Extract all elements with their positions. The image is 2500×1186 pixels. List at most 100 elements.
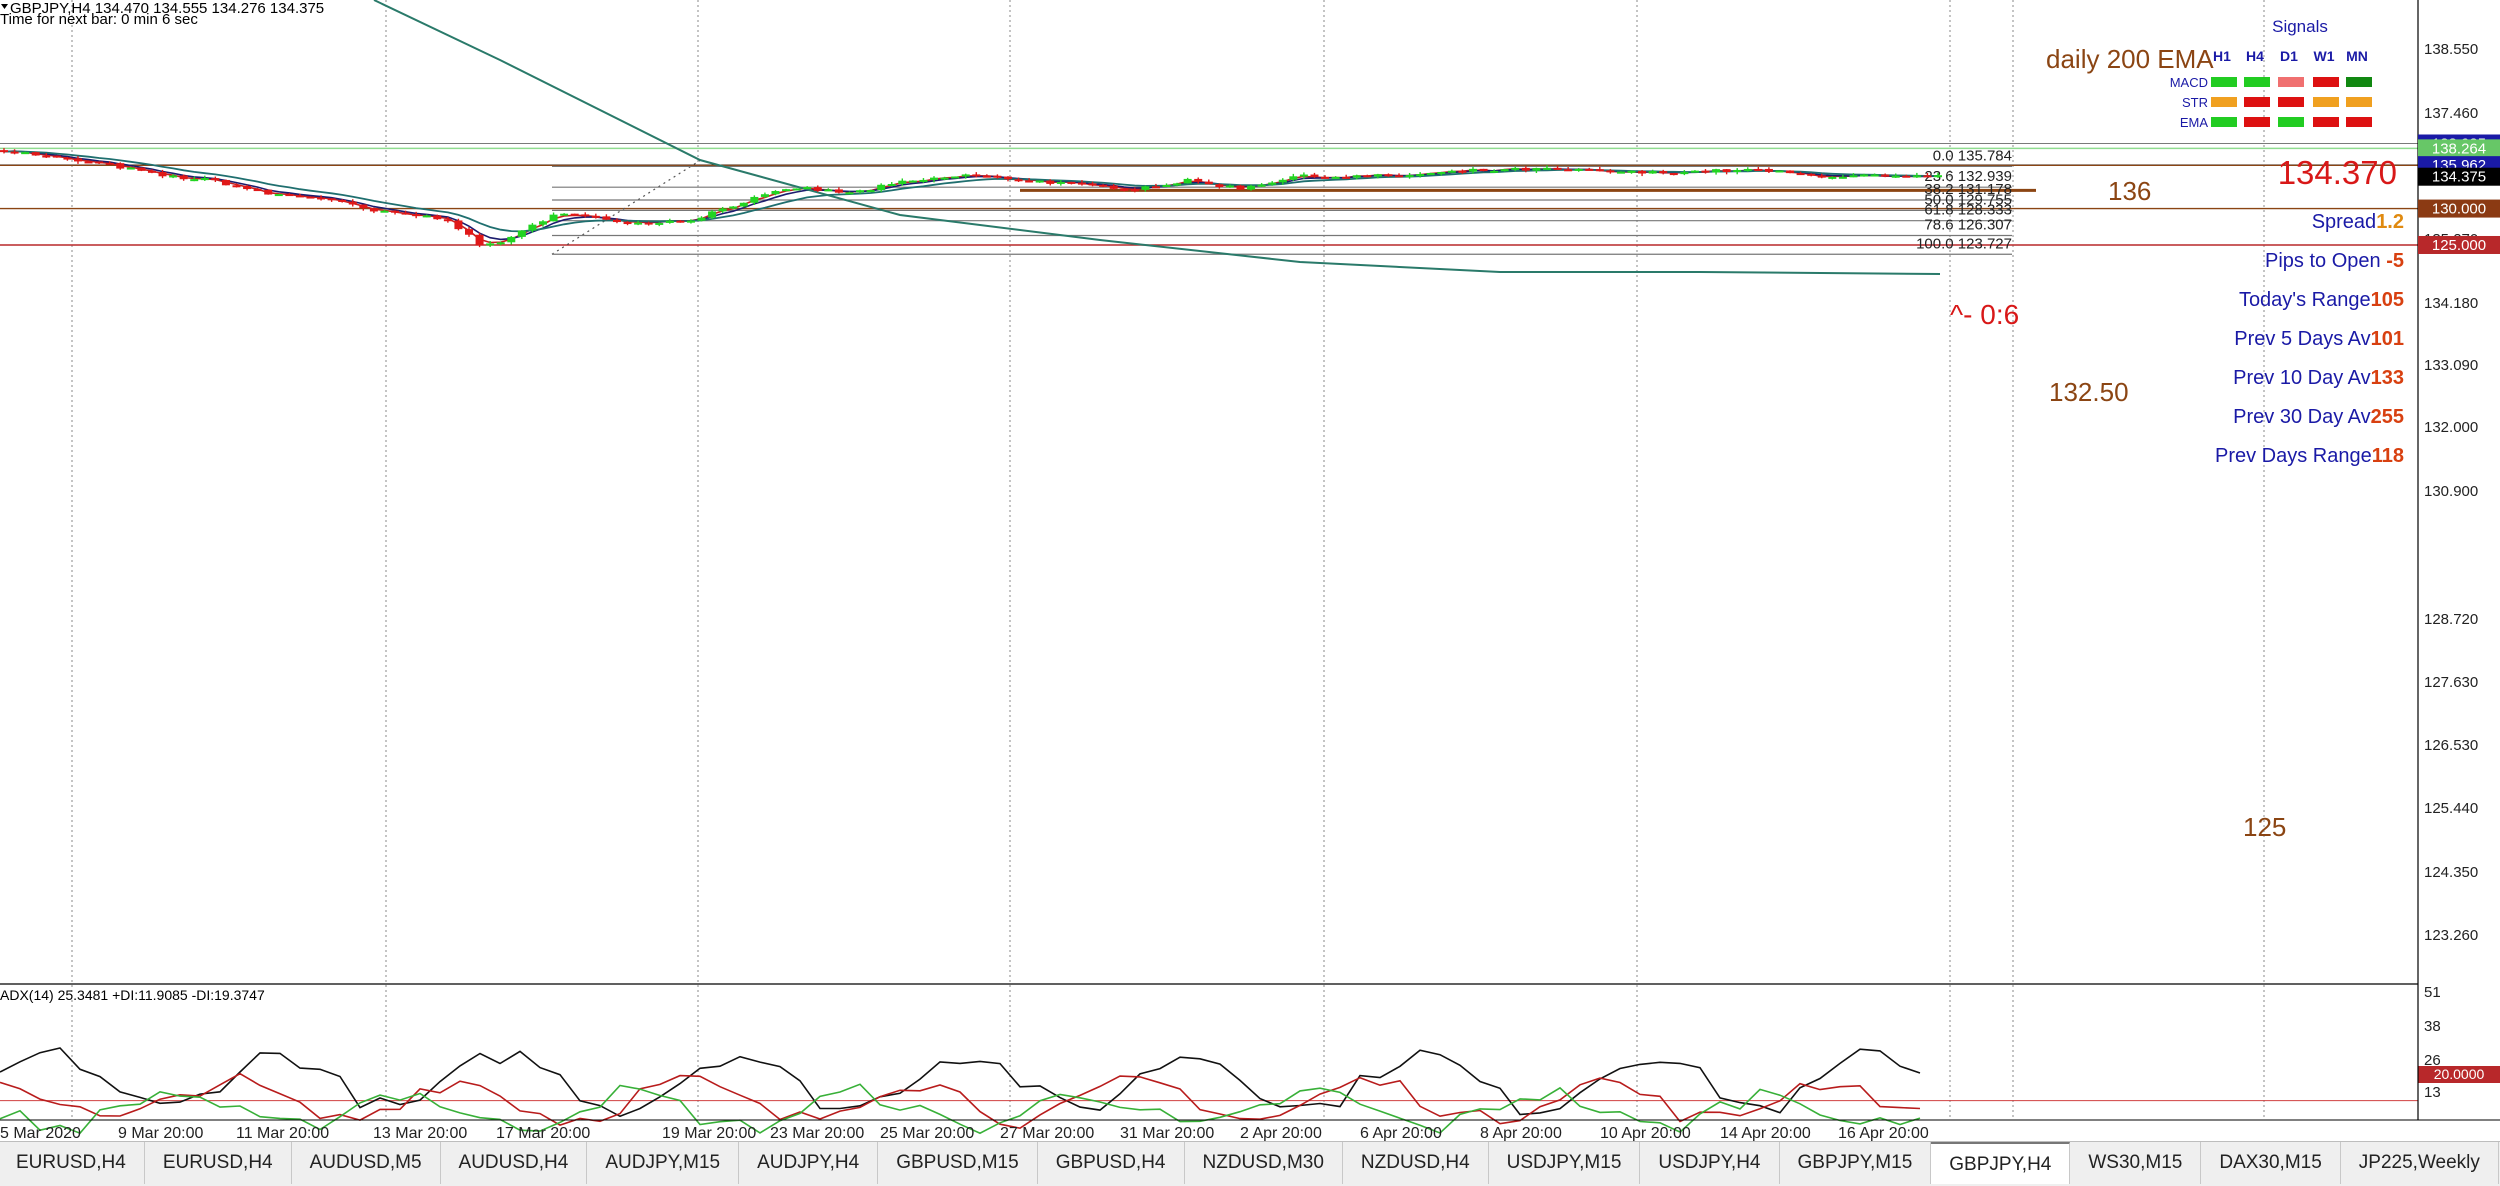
candle-body bbox=[1426, 172, 1435, 175]
fib-level-label: 50.0 129.755 bbox=[1924, 191, 2012, 208]
candle-body bbox=[264, 189, 273, 195]
candle-body bbox=[1046, 180, 1055, 184]
tab-ws30-m15-14[interactable]: WS30,M15 bbox=[2070, 1142, 2202, 1184]
candle-body bbox=[169, 175, 178, 178]
candle-body bbox=[285, 194, 294, 197]
candle-body bbox=[10, 151, 19, 154]
candle-body bbox=[824, 189, 833, 192]
time-axis-label: 27 Mar 20:00 bbox=[1000, 1125, 1094, 1142]
candle-body bbox=[1321, 176, 1330, 179]
candle-body bbox=[1416, 174, 1425, 177]
candle-body bbox=[232, 185, 241, 188]
candle-body bbox=[422, 215, 431, 218]
candle-body bbox=[739, 202, 748, 207]
price-axis-label: 127.630 bbox=[2424, 674, 2478, 691]
stat-value: 118 bbox=[2372, 445, 2404, 467]
stat-label: Prev Days Range bbox=[2215, 445, 2372, 467]
tab-jp225-weekly-16[interactable]: JP225,Weekly bbox=[2341, 1142, 2499, 1184]
candle-body bbox=[1130, 189, 1139, 192]
candle-body bbox=[95, 161, 104, 164]
time-axis-label: 14 Apr 20:00 bbox=[1720, 1125, 1811, 1142]
tab-gbpjpy-m15-12[interactable]: GBPJPY,M15 bbox=[1780, 1142, 1932, 1184]
candle-body bbox=[930, 177, 939, 180]
candle-body bbox=[1553, 167, 1562, 170]
signal-cell bbox=[2313, 117, 2339, 127]
price-axis-label: 132.000 bbox=[2424, 419, 2478, 436]
stat-row: Prev Days Range118 bbox=[2215, 445, 2404, 467]
tab-nzdusd-h4-9[interactable]: NZDUSD,H4 bbox=[1343, 1142, 1489, 1184]
candle-body bbox=[1923, 175, 1932, 178]
candle-body bbox=[1754, 168, 1763, 171]
price-axis-label: 125.440 bbox=[2424, 800, 2478, 817]
price-badge-text: 138.264 bbox=[2432, 140, 2486, 157]
tab-usdjpy-h4-11[interactable]: USDJPY,H4 bbox=[1640, 1142, 1780, 1184]
candle-body bbox=[1025, 180, 1034, 183]
signal-timeframe-label: H4 bbox=[2246, 48, 2264, 64]
indicator-axis-label: 13 bbox=[2424, 1084, 2441, 1101]
stat-row: Spread1.2 bbox=[2312, 211, 2404, 233]
candle-body bbox=[1796, 173, 1805, 176]
candle-body bbox=[1215, 184, 1224, 188]
candle-body bbox=[338, 199, 347, 202]
ema-200-line bbox=[373, 0, 1941, 275]
candle-body bbox=[1458, 170, 1467, 173]
candle-body bbox=[676, 220, 685, 223]
candle-body bbox=[147, 170, 156, 173]
chevron-down-icon[interactable] bbox=[1, 4, 8, 9]
candle-body bbox=[517, 230, 526, 237]
candle-body bbox=[1151, 186, 1160, 189]
candle-body bbox=[1870, 174, 1879, 177]
candle-body bbox=[528, 224, 537, 231]
time-axis-label: 23 Mar 20:00 bbox=[770, 1125, 864, 1142]
tab-gbpusd-h4-7[interactable]: GBPUSD,H4 bbox=[1038, 1142, 1185, 1184]
signal-cell bbox=[2313, 97, 2339, 107]
signal-cell bbox=[2211, 97, 2237, 107]
adx-line bbox=[0, 1047, 1921, 1118]
signal-row-label: EMA bbox=[2180, 115, 2209, 130]
candle-body bbox=[190, 179, 199, 182]
indicator-label: ADX(14) 25.3481 +DI:11.9085 -DI:19.3747 bbox=[0, 987, 265, 1003]
tab-usdjpy-m15-10[interactable]: USDJPY,M15 bbox=[1489, 1142, 1641, 1184]
tab-audusd-h4-3[interactable]: AUDUSD,H4 bbox=[441, 1142, 588, 1184]
candle-body bbox=[496, 242, 505, 245]
candle-body bbox=[908, 180, 917, 183]
tab-eurusd-h4-0[interactable]: EURUSD,H4 bbox=[0, 1142, 145, 1184]
candle-body bbox=[137, 167, 146, 171]
time-axis-label: 10 Apr 20:00 bbox=[1600, 1125, 1691, 1142]
candle-body bbox=[697, 217, 706, 221]
minus-di-line bbox=[0, 1072, 1921, 1130]
candle-body bbox=[1585, 168, 1594, 171]
candle-body bbox=[549, 214, 558, 222]
price-axis-label: 134.180 bbox=[2424, 295, 2478, 312]
moving-averages bbox=[3, 0, 1941, 275]
tab-audusd-m5-2[interactable]: AUDUSD,M5 bbox=[292, 1142, 441, 1184]
tab-nzdusd-m30-8[interactable]: NZDUSD,M30 bbox=[1185, 1142, 1343, 1184]
tab-audjpy-m15-4[interactable]: AUDJPY,M15 bbox=[587, 1142, 740, 1184]
tab-gbpjpy-h4-13[interactable]: GBPJPY,H4 bbox=[1931, 1142, 2071, 1184]
stat-label: Prev 5 Days Av bbox=[2234, 328, 2370, 350]
signal-row-label: STR bbox=[2182, 95, 2208, 110]
candle-body bbox=[866, 190, 875, 193]
candle-body bbox=[581, 214, 590, 217]
candle-body bbox=[221, 179, 230, 186]
tab-gbpusd-m15-6[interactable]: GBPUSD,M15 bbox=[878, 1142, 1038, 1184]
stat-value: 1.2 bbox=[2376, 211, 2404, 233]
stat-value: 105 bbox=[2371, 289, 2404, 311]
candle-body bbox=[31, 152, 40, 156]
candle-body bbox=[1891, 175, 1900, 178]
price-axis[interactable]: 138.550137.460136.360135.270134.180133.0… bbox=[0, 0, 2500, 1121]
candle-body bbox=[243, 185, 252, 190]
tab-dax30-m15-15[interactable]: DAX30,M15 bbox=[2201, 1142, 2341, 1184]
price-badge-text: 134.375 bbox=[2432, 169, 2486, 186]
tab-audjpy-h4-5[interactable]: AUDJPY,H4 bbox=[739, 1142, 879, 1184]
tab-eurusd-h4-1[interactable]: EURUSD,H4 bbox=[145, 1142, 292, 1184]
time-axis-label: 9 Mar 20:00 bbox=[118, 1125, 203, 1142]
candle-body bbox=[475, 234, 484, 246]
candle-body bbox=[1511, 167, 1520, 170]
candle-body bbox=[1828, 176, 1837, 179]
stat-row: Today's Range105 bbox=[2239, 289, 2404, 311]
stat-value: 101 bbox=[2371, 328, 2404, 350]
chart-tab-bar: EURUSD,H4 EURUSD,H4 AUDUSD,M5 AUDUSD,H4 AUDJ… bbox=[0, 1141, 2500, 1186]
